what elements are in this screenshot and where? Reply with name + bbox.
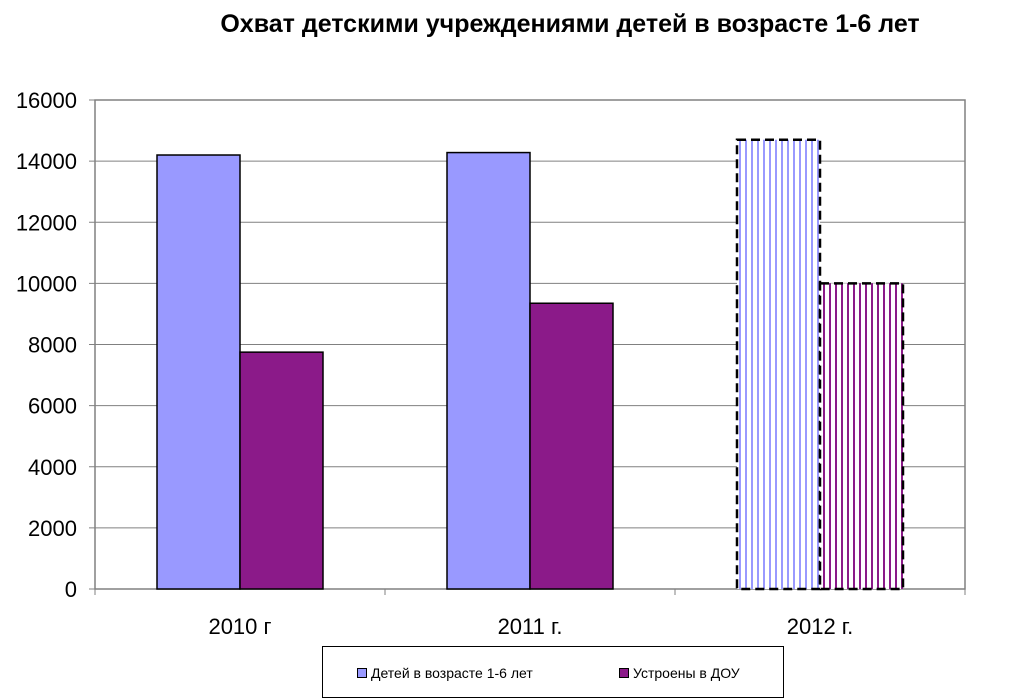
legend: Детей в возрасте 1-6 лет Устроены в ДОУ	[322, 646, 784, 698]
legend-item-children: Детей в возрасте 1-6 лет	[357, 665, 533, 681]
y-tick-label: 12000	[16, 210, 77, 235]
bar-enrolled-2	[818, 282, 905, 591]
bar-enrolled-1	[529, 302, 614, 590]
bar-children-1	[446, 151, 531, 590]
y-tick-label: 6000	[28, 394, 77, 419]
x-tick-label: 2012 г.	[787, 614, 854, 639]
y-tick-label: 2000	[28, 516, 77, 541]
legend-label-enrolled: Устроены в ДОУ	[633, 665, 740, 681]
x-tick-label: 2011 г.	[498, 614, 563, 639]
x-tick-label: 2010 г	[208, 614, 271, 639]
y-tick-label: 4000	[28, 455, 77, 480]
y-tick-label: 14000	[16, 149, 77, 174]
legend-item-enrolled: Устроены в ДОУ	[619, 665, 740, 681]
legend-swatch-enrolled	[619, 668, 629, 678]
y-tick-label: 8000	[28, 333, 77, 358]
bar-children-2	[735, 138, 822, 591]
legend-label-children: Детей в возрасте 1-6 лет	[371, 665, 533, 681]
legend-swatch-children	[357, 668, 367, 678]
bar-children-0	[156, 154, 241, 590]
y-tick-label: 0	[65, 577, 77, 602]
y-tick-label: 10000	[16, 271, 77, 296]
chart-title: Охват детскими учреждениями детей в возр…	[220, 10, 920, 38]
y-tick-label: 16000	[16, 88, 77, 113]
bar-enrolled-0	[239, 351, 324, 590]
